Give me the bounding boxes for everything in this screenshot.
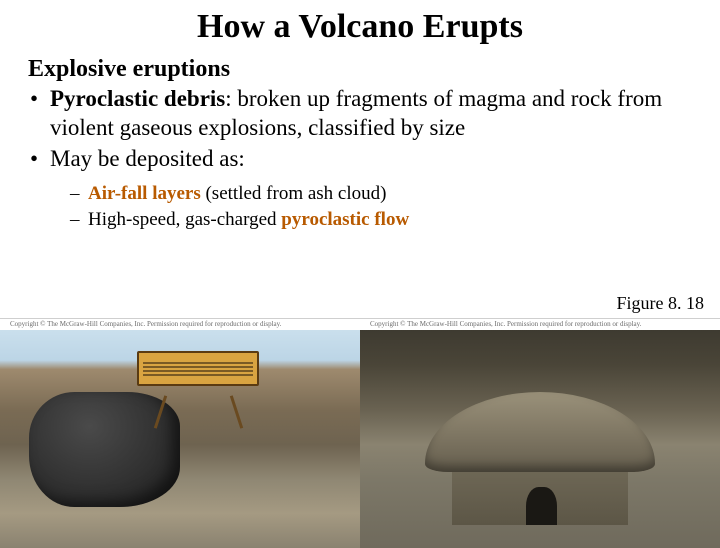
figure-right-label: Figure 8. 18 <box>615 293 707 314</box>
figure-left-image: Copyright © The McGraw-Hill Companies, I… <box>0 318 360 548</box>
bullet-2-text: May be deposited as: <box>50 146 245 171</box>
sub-bullets: Air-fall layers (settled from ash cloud)… <box>70 181 692 232</box>
figure-right-image: Copyright © The McGraw-Hill Companies, I… <box>360 318 720 548</box>
slide-title: How a Volcano Erupts <box>0 8 720 46</box>
sub-bullet-2-highlight: pyroclastic flow <box>281 209 409 230</box>
main-bullets: Pyroclastic debris: broken up fragments … <box>28 85 692 173</box>
bullet-1: Pyroclastic debris: broken up fragments … <box>28 85 692 143</box>
warning-sign <box>137 351 259 401</box>
figure-left-copyright: Copyright © The McGraw-Hill Companies, I… <box>0 319 360 330</box>
sub-bullet-1-highlight: Air-fall layers <box>88 183 201 204</box>
bullet-2: May be deposited as: <box>28 145 692 174</box>
content-area: Explosive eruptions Pyroclastic debris: … <box>0 56 720 233</box>
hut-door <box>526 487 558 525</box>
subheading: Explosive eruptions <box>28 56 692 83</box>
sub-bullet-1-post: (settled from ash cloud) <box>201 183 387 204</box>
sub-bullet-2-pre: High-speed, gas-charged <box>88 209 281 230</box>
figure-right-copyright: Copyright © The McGraw-Hill Companies, I… <box>360 319 720 330</box>
sign-board <box>137 351 259 386</box>
hut-roof <box>425 392 655 472</box>
sub-bullet-1: Air-fall layers (settled from ash cloud) <box>70 181 692 207</box>
bullet-1-term: Pyroclastic debris <box>50 86 225 111</box>
ash-covered-hut <box>425 392 655 525</box>
figures-row: Copyright © The McGraw-Hill Companies, I… <box>0 318 720 548</box>
sub-bullet-2: High-speed, gas-charged pyroclastic flow <box>70 207 692 233</box>
